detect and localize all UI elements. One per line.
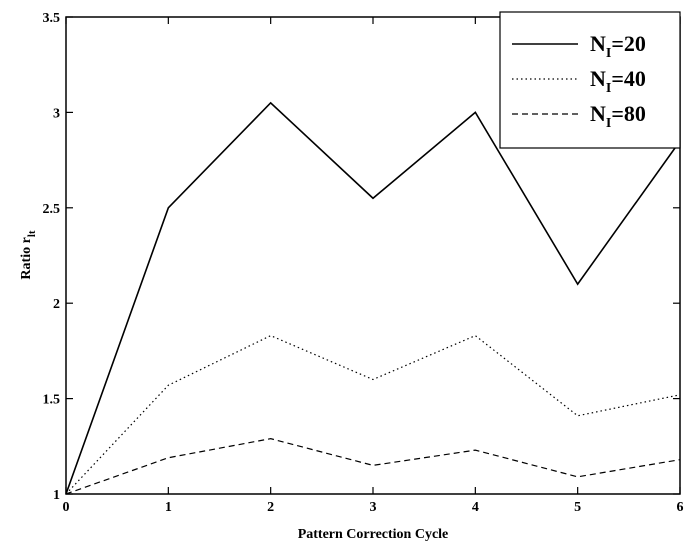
legend-label: NI=80: [590, 101, 646, 131]
x-tick-label: 1: [165, 500, 172, 515]
y-axis-label-sub: lt: [26, 230, 38, 237]
y-tick-label: 1: [53, 488, 60, 503]
y-axis-label: Ratio rlt: [19, 230, 38, 279]
series-line-40: [65, 334, 681, 495]
y-tick-label: 2.5: [43, 202, 61, 217]
x-tick-label: 2: [267, 500, 274, 515]
y-tick-label: 1.5: [43, 393, 61, 408]
y-tick-label: 3.5: [43, 11, 61, 26]
x-tick-label: 5: [574, 500, 581, 515]
legend-label: NI=20: [590, 31, 646, 61]
series-line-80: [65, 438, 681, 495]
x-tick-label: 0: [63, 500, 70, 515]
series-layer: [65, 101, 681, 495]
y-tick-label: 2: [53, 297, 60, 312]
x-tick-label: 4: [472, 500, 479, 515]
x-tick-label: 6: [677, 500, 684, 515]
y-axis-label-main: Ratio r: [19, 237, 34, 279]
legend-box: [499, 11, 681, 149]
x-tick-label: 3: [370, 500, 377, 515]
y-tick-label: 3: [53, 106, 60, 121]
x-axis-label: Pattern Correction Cycle: [298, 527, 449, 542]
legend: NI=20 NI=40 NI=80: [499, 11, 681, 149]
series-line-20: [65, 101, 681, 495]
legend-label: NI=40: [590, 66, 646, 96]
ticks-layer: 0 1 2 3 4 5 611.522.533.5: [43, 11, 684, 515]
